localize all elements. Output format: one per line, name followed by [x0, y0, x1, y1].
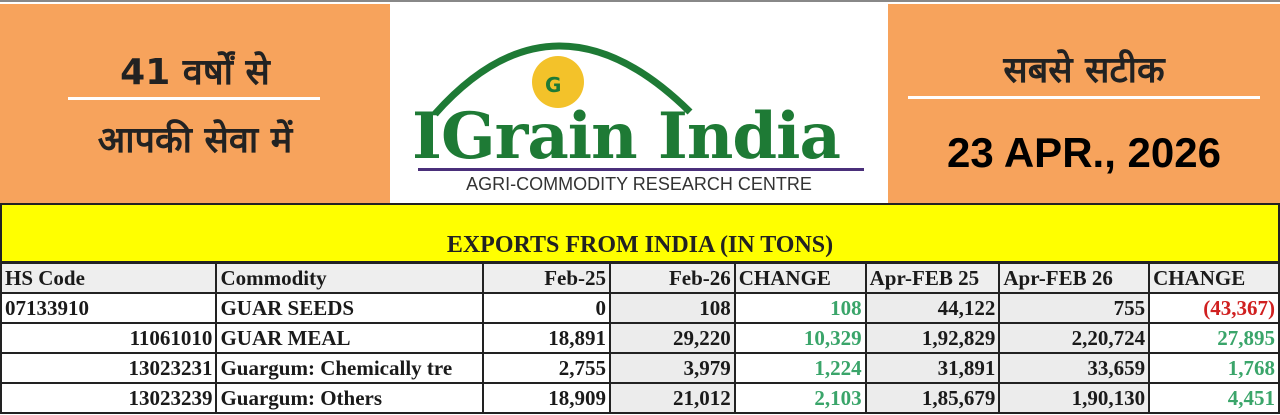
change-ytd: (43,367) [1148, 292, 1280, 324]
commodity: GUAR SEEDS [215, 292, 485, 324]
service-text: आपकी सेवा में [97, 120, 293, 161]
table-row: 13023239 Guargum: Others 18,909 21,012 2… [0, 382, 1280, 414]
feb-25: 18,909 [482, 382, 612, 414]
hs-code: 11061010 [0, 322, 218, 354]
col-header: Apr-FEB 26 [998, 262, 1151, 294]
change-ytd: 1,768 [1148, 352, 1280, 384]
table-row: 07133910 GUAR SEEDS 0 108 108 44,122 755… [0, 292, 1280, 324]
change: 2,103 [733, 382, 867, 414]
table-row: 13023231 Guargum: Chemically tre 2,755 3… [0, 352, 1280, 384]
change: 108 [733, 292, 867, 324]
apr-feb-26: 755 [998, 292, 1151, 324]
apr-feb-26: 1,90,130 [998, 382, 1151, 414]
apr-feb-25: 31,891 [864, 352, 1001, 384]
logo-text: IGrain India [412, 99, 841, 174]
apr-feb-26: 33,659 [998, 352, 1151, 384]
exports-table: HS Code Commodity Feb-25 Feb-26 CHANGE A… [0, 262, 1280, 414]
change: 10,329 [733, 322, 867, 354]
feb-25: 2,755 [482, 352, 612, 384]
feb-26: 108 [609, 292, 736, 324]
col-header: Feb-26 [609, 262, 736, 294]
col-header: CHANGE [1148, 262, 1280, 294]
hs-code: 13023239 [0, 382, 218, 414]
change-ytd: 4,451 [1148, 382, 1280, 414]
apr-feb-25: 1,85,679 [864, 382, 1001, 414]
logo-subtitle: AGRI-COMMODITY RESEARCH CENTRE [466, 174, 812, 194]
hs-code: 07133910 [0, 292, 218, 324]
hs-code: 13023231 [0, 352, 218, 384]
feb-26: 3,979 [609, 352, 736, 384]
apr-feb-25: 1,92,829 [864, 322, 1001, 354]
left-panel: 41 वर्षों से आपकी सेवा में [0, 4, 390, 205]
right-panel: सबसे सटीक 23 APR., 2026 [888, 4, 1280, 205]
table-title-band: EXPORTS FROM INDIA (IN TONS) [0, 203, 1280, 263]
date: 23 APR., 2026 [947, 129, 1221, 176]
col-header: Feb-25 [482, 262, 612, 294]
header-row: HS Code Commodity Feb-25 Feb-26 CHANGE A… [0, 262, 1280, 294]
divider [68, 97, 320, 100]
years-text: 41 वर्षों से [120, 52, 270, 93]
feb-25: 0 [482, 292, 612, 324]
arc-icon: G [432, 42, 693, 117]
commodity: Guargum: Chemically tre [215, 352, 485, 384]
table-title: EXPORTS FROM INDIA (IN TONS) [446, 232, 834, 258]
change: 1,224 [733, 352, 867, 384]
feb-26: 21,012 [609, 382, 736, 414]
feb-26: 29,220 [609, 322, 736, 354]
logo-underline [418, 168, 864, 171]
change-ytd: 27,895 [1148, 322, 1280, 354]
col-header: Commodity [215, 262, 485, 294]
svg-text:G: G [545, 73, 561, 97]
col-header: HS Code [0, 262, 218, 294]
apr-feb-25: 44,122 [864, 292, 1001, 324]
feb-25: 18,891 [482, 322, 612, 354]
logo: G IGrain India AGRI-COMMODITY RESEARCH C… [390, 4, 888, 205]
banner: 41 वर्षों से आपकी सेवा में G IGrain Indi… [0, 0, 1280, 205]
apr-feb-26: 2,20,724 [998, 322, 1151, 354]
commodity: GUAR MEAL [215, 322, 485, 354]
table-row: 11061010 GUAR MEAL 18,891 29,220 10,329 … [0, 322, 1280, 354]
col-header: CHANGE [733, 262, 867, 294]
commodity: Guargum: Others [215, 382, 485, 414]
divider [908, 96, 1260, 99]
col-header: Apr-FEB 25 [864, 262, 1001, 294]
accurate-text: सबसे सटीक [1003, 50, 1165, 91]
